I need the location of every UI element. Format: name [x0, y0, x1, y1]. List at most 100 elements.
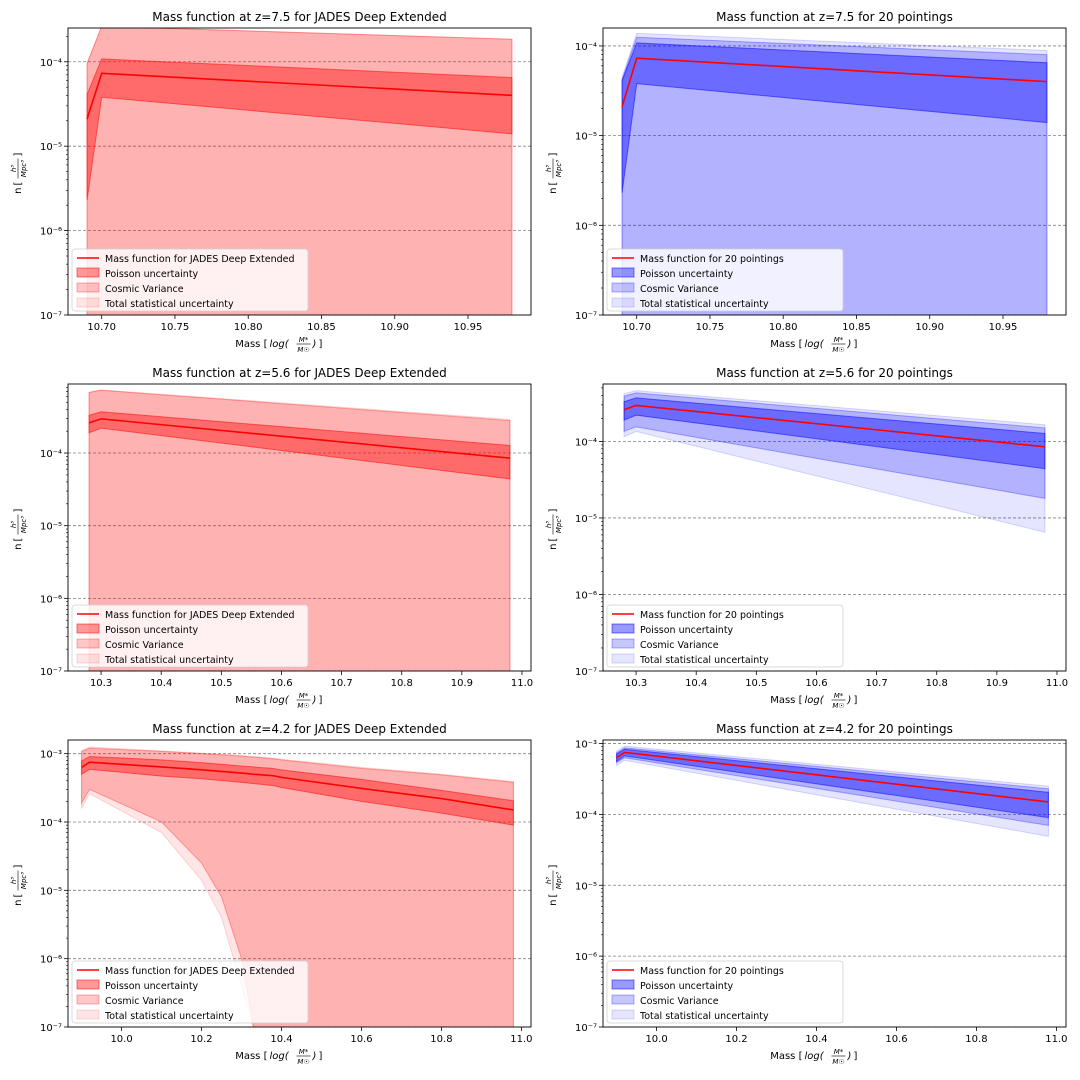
legend-label-cosmic-variance: Cosmic Variance: [105, 996, 184, 1007]
y-axis-label-bracket: [: [13, 182, 24, 186]
subplot-title: Mass function at z=4.2 for 20 pointings: [716, 722, 953, 736]
legend: Mass function for JADES Deep Extended Poi…: [71, 604, 309, 668]
legend-label-cosmic-variance: Cosmic Variance: [105, 640, 184, 651]
y-tick-label: 10⁻⁷: [575, 1023, 597, 1034]
y-tick-label: 10⁻⁴: [575, 42, 597, 53]
y-axis-label: n [h³ Mpc³]: [10, 153, 28, 194]
plot-area: [616, 745, 1049, 837]
legend-swatch-cosmic-variance: [76, 994, 100, 1005]
plot-area: [88, 389, 511, 671]
y-axis-label-bracket-close: ]: [548, 509, 559, 513]
y-tick-label: 10⁻³: [575, 740, 597, 751]
legend-box: [606, 248, 844, 312]
y-axis-label-bracket: [: [548, 894, 559, 898]
y-axis-label-bracket: [: [13, 538, 24, 542]
band-cosmic-variance: [81, 747, 514, 1027]
y-tick-label: 10⁻⁶: [575, 952, 597, 963]
band-cosmic-variance: [86, 28, 513, 315]
y-tick-label: 10⁻⁶: [40, 955, 62, 966]
y-tick-label: 10⁻³: [40, 750, 62, 761]
x-axis-label-main: Mass: [770, 339, 795, 350]
legend-label-poisson: Poisson uncertainty: [105, 625, 199, 636]
x-tick-label: 10.9: [986, 678, 1008, 689]
mass-function-line: [88, 418, 511, 459]
x-axis-unit-numerator: M*: [834, 336, 844, 344]
y-tick-label: 10⁻⁷: [40, 667, 62, 678]
legend-label-poisson: Poisson uncertainty: [105, 269, 199, 280]
x-tick-label: 10.2: [725, 1034, 747, 1045]
x-tick-label: 10.85: [842, 322, 871, 333]
x-tick-label: 10.90: [380, 322, 409, 333]
x-tick-label: 10.75: [696, 322, 725, 333]
legend-label-cosmic-variance: Cosmic Variance: [640, 996, 719, 1007]
band-cosmic-variance: [88, 389, 511, 671]
subplot-title: Mass function at z=7.5 for JADES Deep Ex…: [152, 10, 447, 24]
y-tick-label: 10⁻⁵: [575, 881, 597, 892]
x-axis-label-bracket-close: ]: [319, 1051, 323, 1062]
plot-area: [81, 746, 514, 1027]
x-axis-unit-denominator: M☉: [832, 702, 844, 710]
legend: Mass function for JADES Deep Extended Poi…: [71, 248, 309, 312]
mass-function-line: [81, 761, 514, 811]
y-axis-unit-numerator: h³: [10, 877, 18, 884]
mass-function-line: [623, 404, 1046, 448]
x-axis-unit-suffix: ): [847, 1051, 852, 1062]
x-tick-label: 10.6: [270, 678, 292, 689]
legend-label-cosmic-variance: Cosmic Variance: [640, 640, 719, 651]
y-tick-label: 10⁻⁴: [40, 818, 62, 829]
y-axis-label: n [h³ Mpc³]: [545, 865, 563, 906]
y-tick-label: 10⁻⁷: [575, 667, 597, 678]
y-axis-unit-denominator: Mpc³: [555, 160, 563, 177]
legend-box: [71, 604, 309, 668]
plot-area: [623, 390, 1046, 533]
x-tick-label: 10.8: [391, 678, 413, 689]
subplot-title: Mass function at z=5.6 for JADES Deep Ex…: [152, 366, 447, 380]
x-axis-unit-denominator: M☉: [297, 702, 309, 710]
x-axis-unit-denominator: M☉: [832, 346, 844, 354]
subplot-2: 10.70 10.75 10.80 10.85 10.90 10.95 10⁻⁷ 10⁻⁶ 10…: [545, 10, 1067, 354]
x-tick-label: 10.0: [645, 1034, 667, 1045]
y-axis-label-bracket: [: [548, 182, 559, 186]
legend-label-cosmic-variance: Cosmic Variance: [105, 284, 184, 295]
x-axis-unit-denominator: M☉: [832, 1058, 844, 1066]
mass-function-line: [86, 72, 512, 120]
y-tick-label: 10⁻⁴: [575, 437, 597, 448]
x-axis-label-bracket: [: [260, 695, 267, 706]
legend-label-total: Total statistical uncertainty: [104, 1011, 234, 1022]
legend-box: [71, 960, 309, 1024]
x-tick-label: 10.9: [451, 678, 473, 689]
legend: Mass function for 20 pointings Poisson un…: [606, 248, 844, 312]
x-axis-label: Mass [: [770, 339, 802, 350]
x-tick-label: 10.4: [685, 678, 707, 689]
y-tick-label: 10⁻⁵: [40, 886, 62, 897]
x-tick-label: 10.80: [769, 322, 798, 333]
x-tick-label: 10.8: [430, 1034, 452, 1045]
band-total-uncertainty: [81, 746, 514, 1027]
legend-swatch-poisson: [76, 979, 100, 990]
x-tick-label: 10.8: [965, 1034, 987, 1045]
legend: Mass function for 20 pointings Poisson un…: [606, 604, 844, 668]
legend-swatch-cosmic-variance: [611, 994, 635, 1005]
band-total-uncertainty: [616, 745, 1049, 837]
legend-label-total: Total statistical uncertainty: [104, 655, 234, 666]
y-axis-unit-denominator: Mpc³: [20, 872, 28, 889]
legend-label-mass-function: Mass function for JADES Deep Extended: [105, 254, 295, 265]
subplot-1: 10.70 10.75 10.80 10.85 10.90 10.95 10⁻⁷ 10⁻⁶ 10…: [10, 10, 532, 354]
subplot-title: Mass function at z=7.5 for 20 pointings: [716, 10, 953, 24]
subplot-6: 10.0 10.2 10.4 10.6 10.8 11.0 10⁻⁷ 10⁻⁶ 10⁻⁵ 10⁻⁴…: [545, 722, 1068, 1066]
x-tick-label: 10.7: [865, 678, 887, 689]
x-tick-label: 11.0: [510, 1034, 532, 1045]
x-axis-unit-prefix: log(: [270, 1051, 290, 1062]
x-axis-label-main: Mass: [235, 339, 260, 350]
legend-swatch-total: [611, 653, 635, 664]
plot-area: [86, 28, 513, 315]
x-tick-label: 10.3: [625, 678, 647, 689]
x-axis-label-bracket: [: [260, 339, 267, 350]
axes-frame: [67, 739, 532, 1028]
y-axis-unit-numerator: h³: [545, 521, 553, 528]
legend-label-poisson: Poisson uncertainty: [640, 269, 734, 280]
x-tick-label: 10.4: [150, 678, 172, 689]
y-tick-label: 10⁻⁵: [40, 142, 62, 153]
x-tick-label: 10.80: [234, 322, 263, 333]
legend-swatch-total: [76, 653, 100, 664]
